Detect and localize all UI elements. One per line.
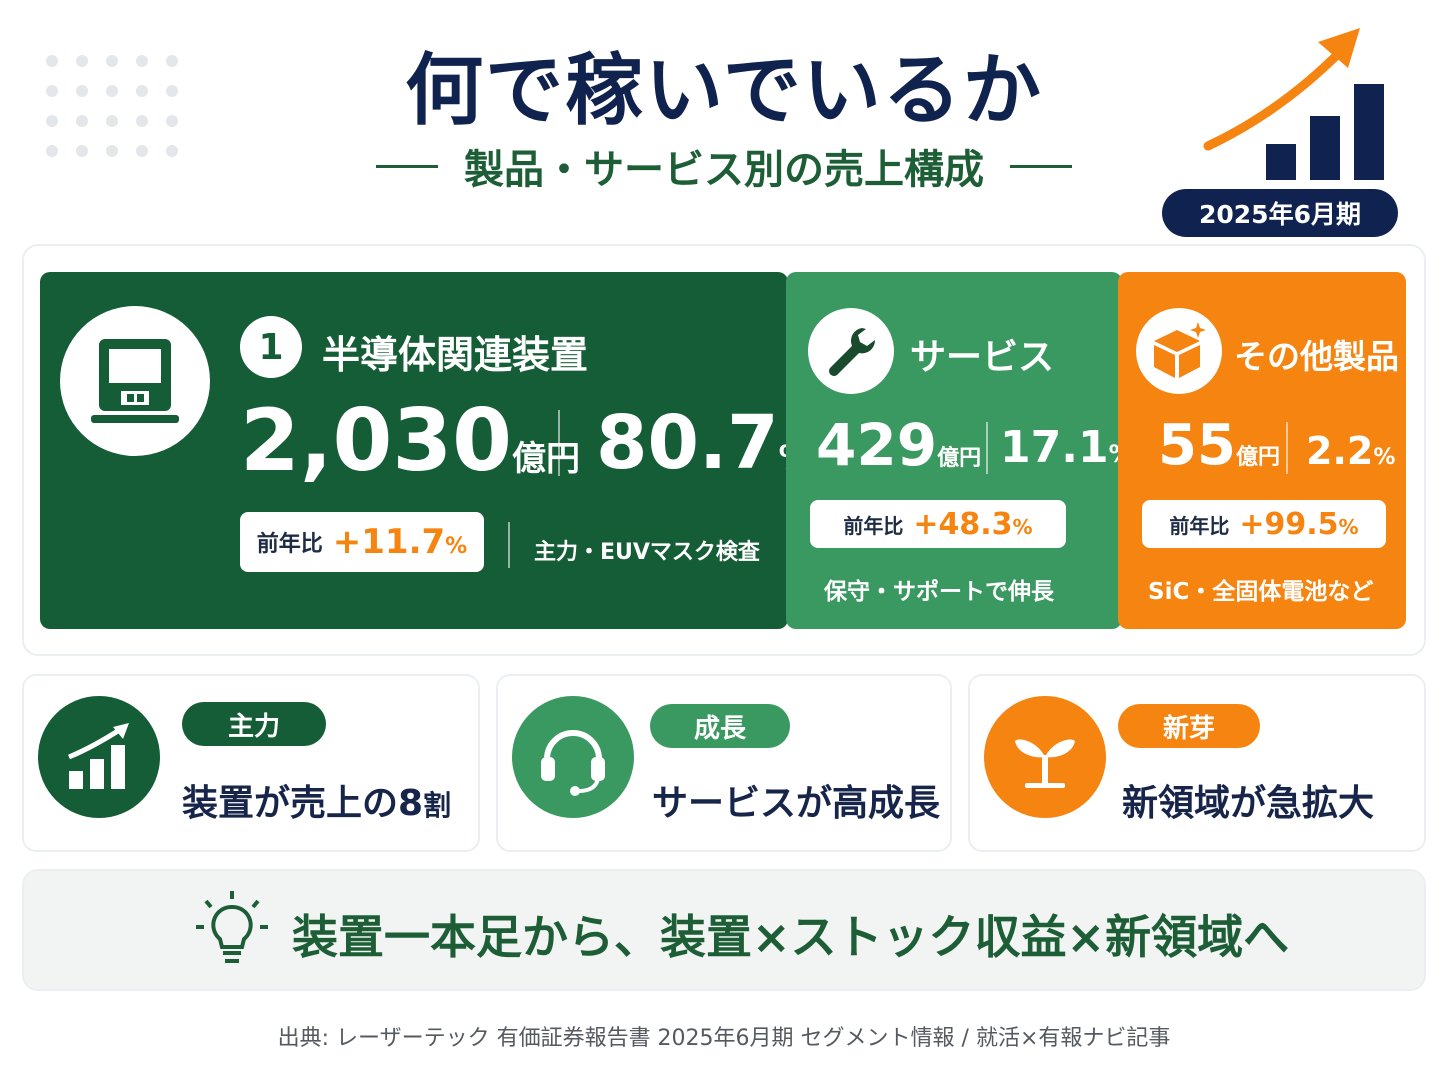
conclusion-banner: 装置一本足から、装置×ストック収益×新領域へ <box>22 869 1426 991</box>
insight-card-new: 新芽 新領域が急拡大 <box>968 674 1426 852</box>
card-text-suffix: 割 <box>423 789 452 822</box>
box-icon <box>1136 308 1222 394</box>
share-value: 2.2 <box>1306 429 1374 473</box>
sales-unit: 億円 <box>937 446 982 471</box>
segment-share: 80.7% <box>596 406 811 480</box>
sprout-icon <box>984 696 1106 818</box>
yoy-box: 前年比 +48.3% <box>810 500 1066 548</box>
subtitle-text: 製品・サービス別の売上構成 <box>464 147 984 193</box>
decorative-dot-grid <box>46 55 178 157</box>
segment-service: サービス 429億円 17.1% 前年比 +48.3% 保守・サポートで伸長 <box>786 272 1133 629</box>
yoy-box: 前年比 +11.7% <box>240 512 484 572</box>
card-text: 新領域が急拡大 <box>1122 783 1375 824</box>
sales-value: 2,030 <box>240 391 513 491</box>
growth-chart-icon <box>1203 28 1384 180</box>
source-note: 出典: レーザーテック 有価証券報告書 2025年6月期 セグメント情報 / 就… <box>277 1026 1171 1051</box>
share-value: 80.7 <box>596 400 779 486</box>
share-value: 17.1 <box>1000 422 1109 473</box>
divider <box>986 422 988 474</box>
rank-badge: 1 <box>240 316 302 378</box>
yoy-number: +11.7 <box>332 522 446 562</box>
period-badge: 2025年6月期 <box>1162 189 1398 237</box>
segment-name: サービス <box>910 337 1055 378</box>
segment-note: 主力・EUVマスク検査 <box>534 540 760 565</box>
segment-share: 17.1% <box>1000 426 1133 470</box>
subtitle-rule-left <box>376 164 438 168</box>
lightbulb-icon <box>196 891 268 963</box>
yoy-value: +11.7% <box>333 522 467 562</box>
page-title: 何で稼いでいるか <box>405 46 1043 136</box>
yoy-number: +48.3 <box>913 506 1013 542</box>
headset-icon <box>512 696 634 818</box>
sales-unit: 億円 <box>512 439 581 479</box>
yoy-unit: % <box>445 534 468 559</box>
share-unit: % <box>1373 445 1396 470</box>
segment-name: 半導体関連装置 <box>322 333 589 377</box>
card-tag: 成長 <box>650 704 790 748</box>
sales-value: 55 <box>1158 413 1236 478</box>
segment-semiconductor: 1 半導体関連装置 2,030億円 80.7% 前年比 +11.7% 主力・EU… <box>40 272 811 629</box>
wrench-icon <box>808 308 894 394</box>
yoy-value: +99.5% <box>1239 507 1358 542</box>
yoy-label: 前年比 <box>256 532 323 557</box>
bar-chart-icon <box>38 696 160 818</box>
card-tag: 新芽 <box>1118 704 1260 748</box>
insight-card-main: 主力 装置が売上の8割 <box>22 674 480 852</box>
yoy-unit: % <box>1338 514 1359 539</box>
yoy-unit: % <box>1012 514 1033 539</box>
sales-unit: 億円 <box>1235 445 1280 470</box>
divider <box>558 410 560 476</box>
segment-other: その他製品 55億円 2.2% 前年比 +99.5% SiC・全固体電池など <box>1118 272 1406 629</box>
segment-sales: 55億円 <box>1158 418 1280 474</box>
yoy-label: 前年比 <box>1169 513 1230 538</box>
insight-card-growth: 成長 サービスが高成長 <box>496 674 952 852</box>
yoy-box: 前年比 +99.5% <box>1142 500 1386 548</box>
card-text-main: 装置が売上の8 <box>182 783 424 824</box>
inspection-machine-icon <box>60 306 210 456</box>
card-text: サービスが高成長 <box>652 783 941 824</box>
segment-note: 保守・サポートで伸長 <box>824 579 1054 605</box>
sales-value: 429 <box>816 411 938 479</box>
segment-share: 2.2% <box>1306 432 1395 470</box>
page-subtitle: 製品・サービス別の売上構成 <box>0 137 1448 195</box>
conclusion-text: 装置一本足から、装置×ストック収益×新領域へ <box>292 910 1290 964</box>
yoy-label: 前年比 <box>843 513 904 538</box>
divider <box>1286 422 1288 474</box>
yoy-number: +99.5 <box>1239 506 1339 542</box>
segment-sales: 2,030億円 <box>240 398 580 484</box>
card-text: 装置が売上の8割 <box>182 774 451 826</box>
segment-name: その他製品 <box>1234 337 1399 376</box>
subtitle-rule-right <box>1010 164 1072 168</box>
yoy-value: +48.3% <box>913 507 1032 542</box>
card-tag: 主力 <box>182 702 326 746</box>
segment-sales: 429億円 <box>816 416 981 474</box>
segment-note: SiC・全固体電池など <box>1148 579 1374 605</box>
divider <box>508 522 510 568</box>
